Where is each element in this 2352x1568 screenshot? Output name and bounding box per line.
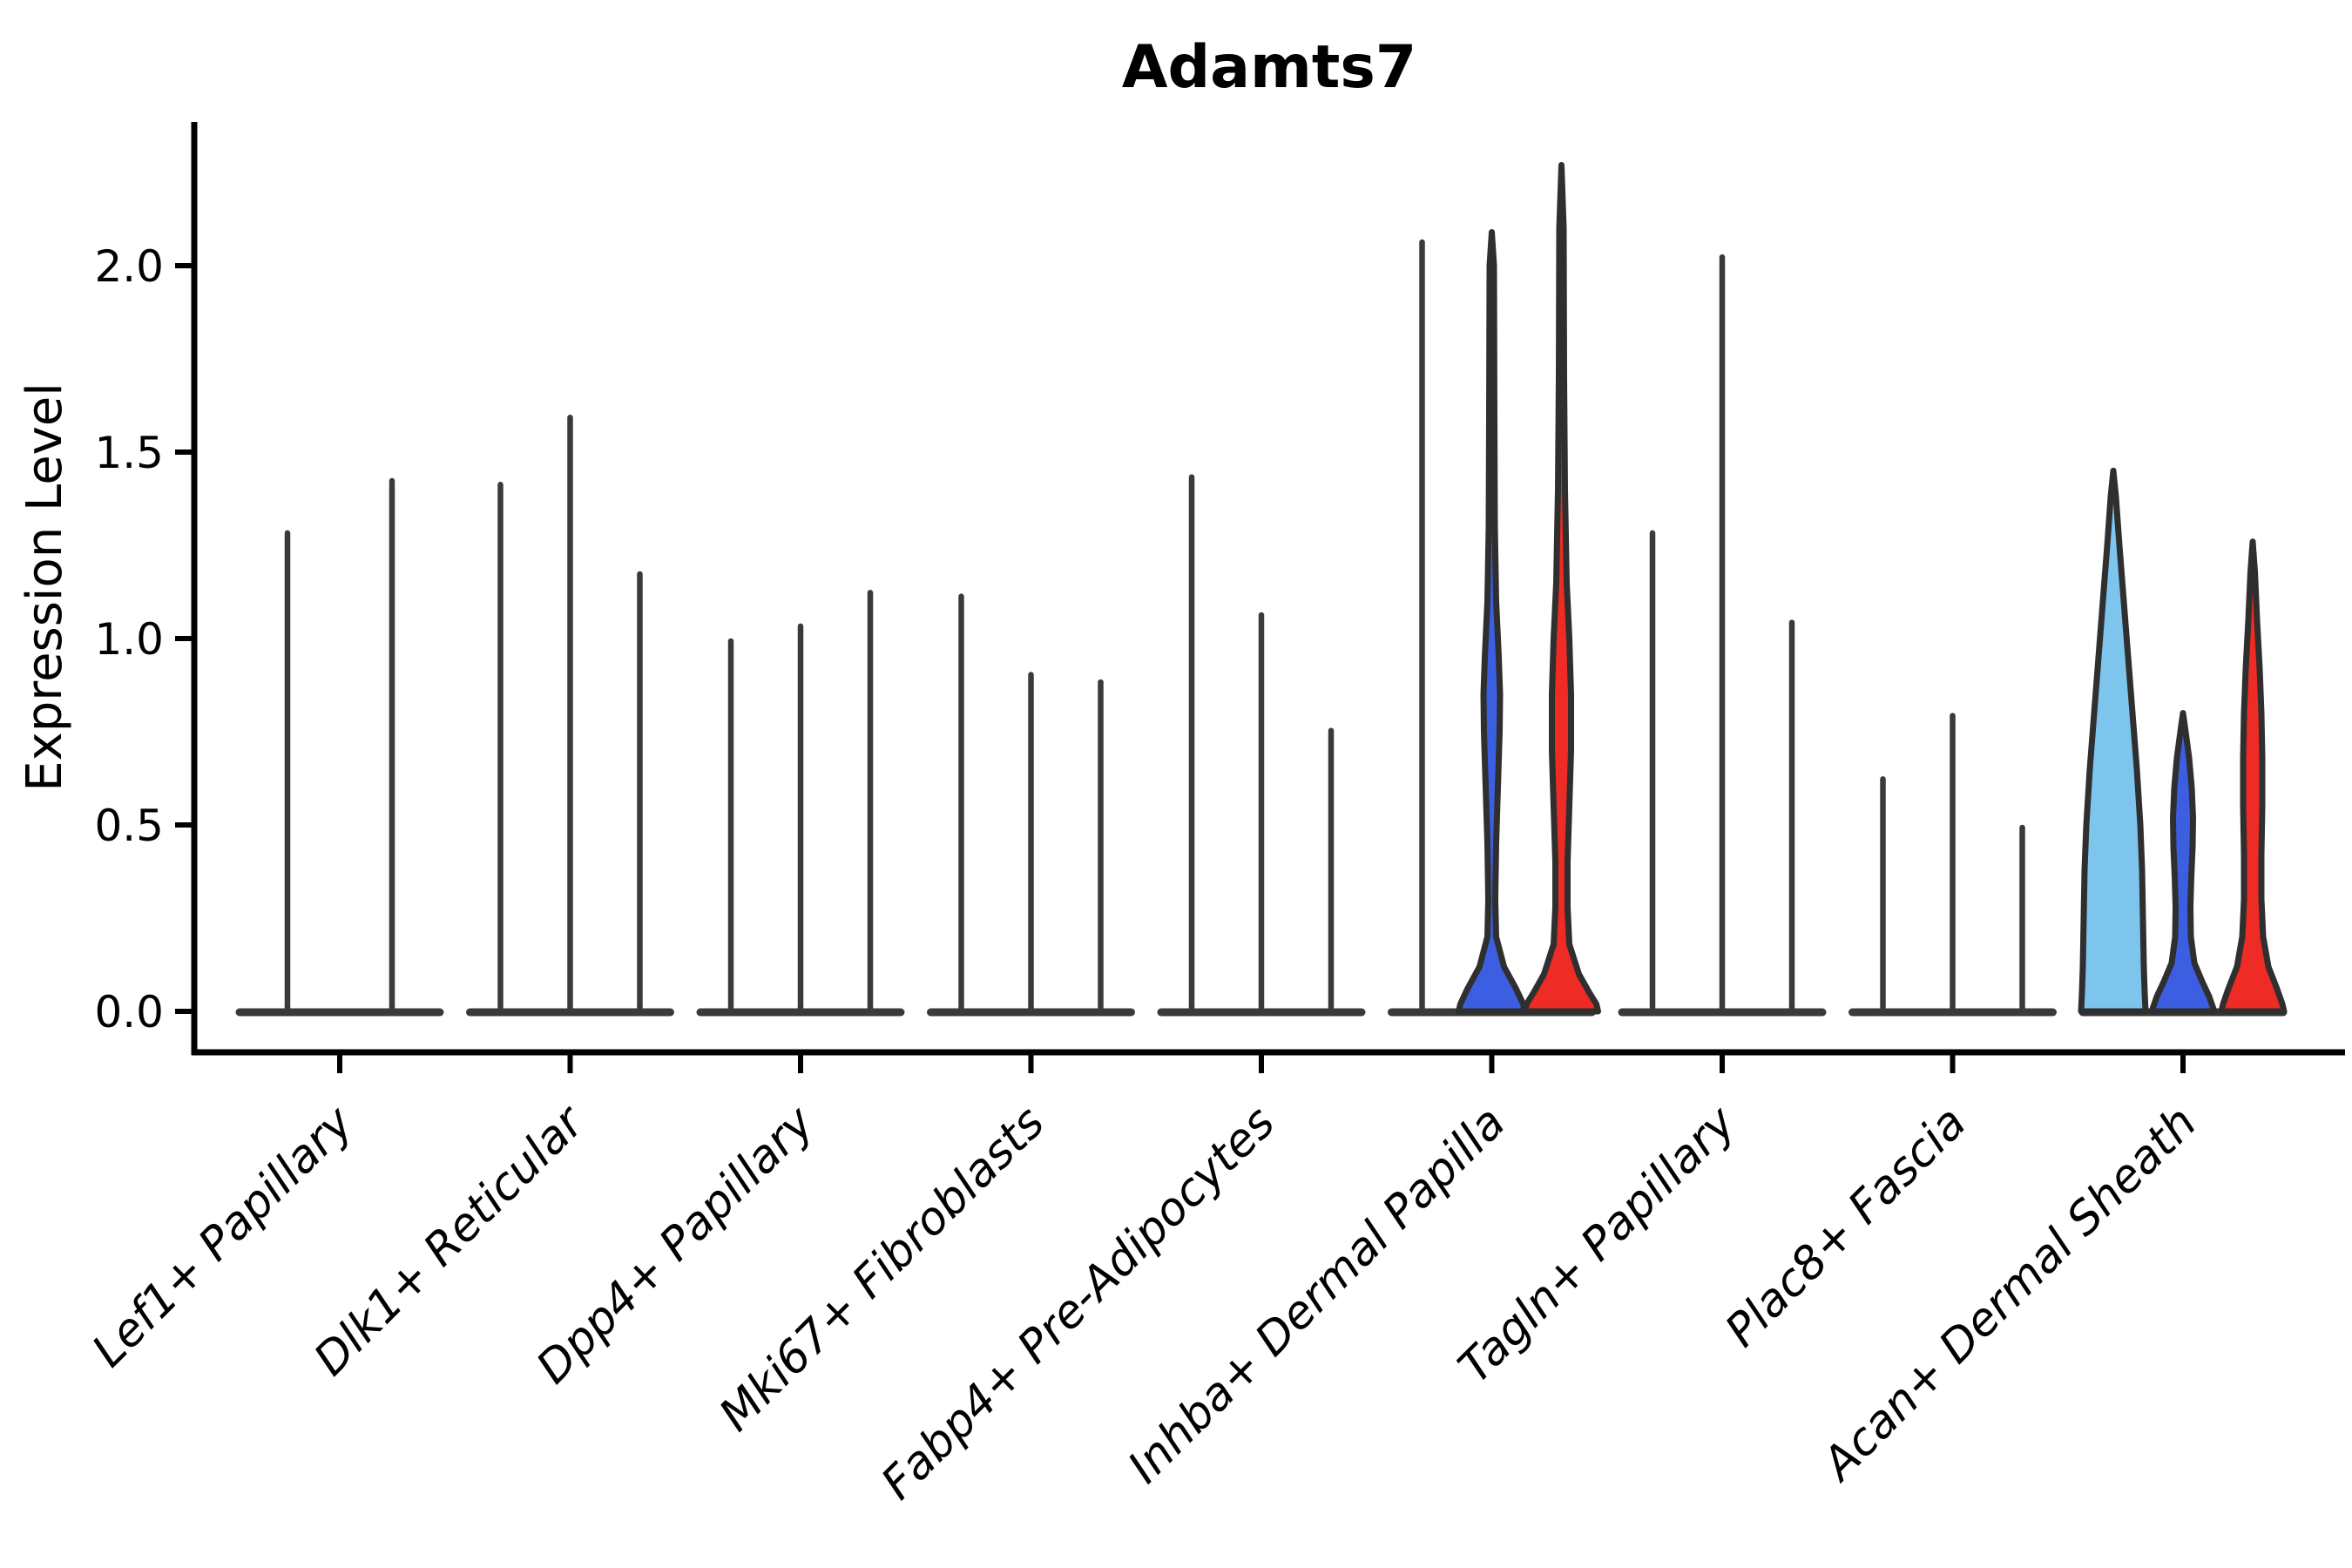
chart-title: Adamts7 (1122, 33, 1416, 102)
y-tick-label: 2.0 (94, 241, 164, 292)
violin-filled-inhba-dermal-papilla-2 (1522, 161, 1601, 1015)
y-tick-label: 1.0 (94, 614, 164, 665)
category-label-fabp4-pre-adipocytes: Fabp4+ Pre-Adipocytes (872, 1097, 1286, 1511)
violin-filled-acan-dermal-sheath-2 (2218, 538, 2288, 1015)
category-label-inhba-dermal-papilla: Inhba+ Dermal Papilla (1119, 1097, 1516, 1494)
category-label-acan-dermal-sheath: Acan+ Dermal Sheath (1811, 1097, 2207, 1492)
y-axis-label: Expression Level (17, 382, 73, 792)
y-tick-label: 1.5 (94, 428, 164, 478)
violin-filled-acan-dermal-sheath-1 (2148, 710, 2218, 1015)
category-label-plac8-fascia: Plac8+ Fascia (1715, 1097, 1976, 1357)
y-tick-label: 0.0 (94, 987, 164, 1037)
violin-filled-acan-dermal-sheath-0 (2078, 467, 2149, 1015)
y-tick-label: 0.5 (94, 801, 164, 851)
violin-filled-inhba-dermal-papilla-1 (1456, 228, 1528, 1015)
